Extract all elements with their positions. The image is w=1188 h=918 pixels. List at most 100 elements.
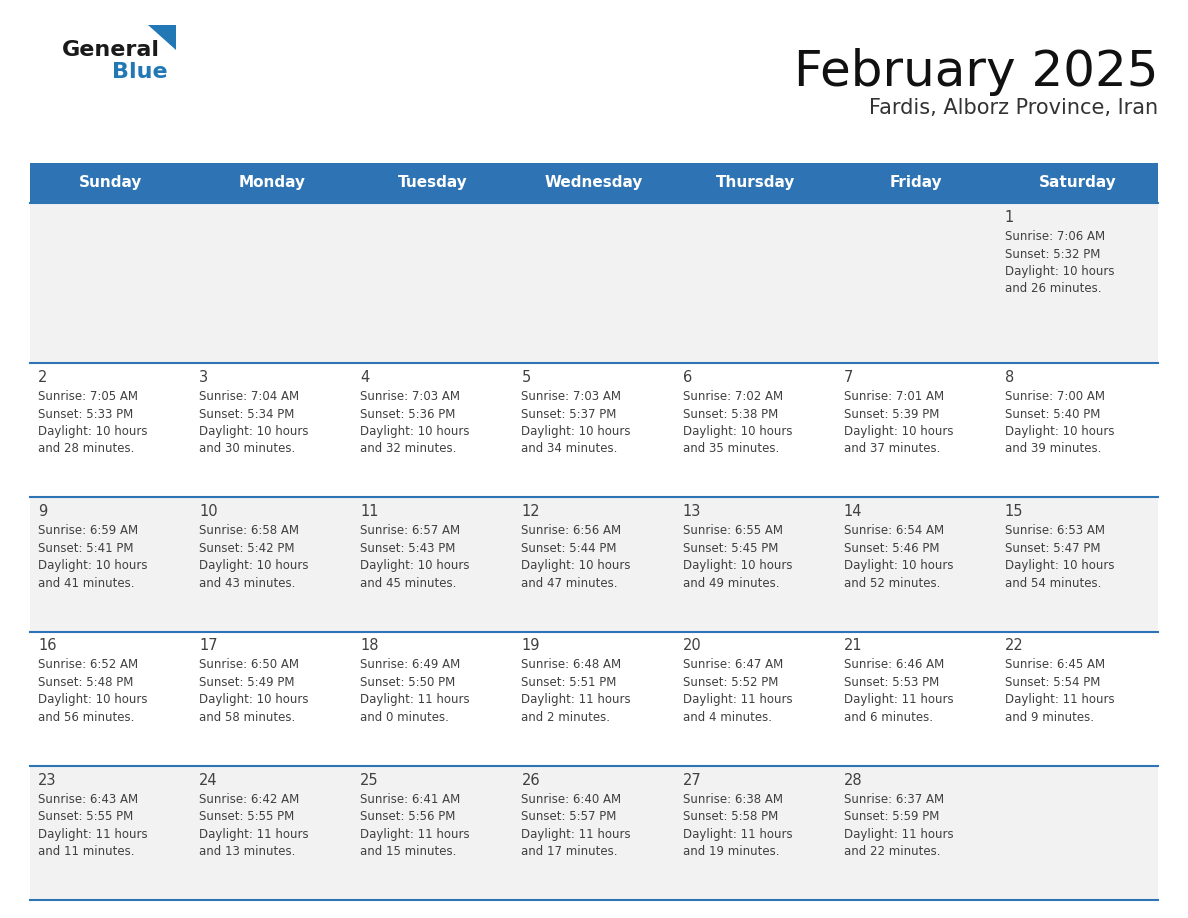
Text: Sunrise: 6:55 AM: Sunrise: 6:55 AM [683, 524, 783, 537]
Text: Sunrise: 6:43 AM: Sunrise: 6:43 AM [38, 793, 138, 806]
Text: Saturday: Saturday [1038, 175, 1117, 191]
Text: Daylight: 10 hours: Daylight: 10 hours [843, 425, 953, 438]
Text: Sunset: 5:57 PM: Sunset: 5:57 PM [522, 811, 617, 823]
Text: Sunrise: 6:52 AM: Sunrise: 6:52 AM [38, 658, 138, 671]
Text: 17: 17 [200, 639, 217, 654]
Text: Daylight: 10 hours: Daylight: 10 hours [1005, 265, 1114, 278]
Text: Daylight: 11 hours: Daylight: 11 hours [38, 828, 147, 841]
Text: Daylight: 10 hours: Daylight: 10 hours [843, 559, 953, 572]
Text: 27: 27 [683, 773, 701, 788]
Text: 6: 6 [683, 370, 691, 385]
Text: Sunset: 5:56 PM: Sunset: 5:56 PM [360, 811, 456, 823]
Text: Sunrise: 7:03 AM: Sunrise: 7:03 AM [522, 390, 621, 403]
Text: Sunset: 5:32 PM: Sunset: 5:32 PM [1005, 248, 1100, 261]
Text: Daylight: 10 hours: Daylight: 10 hours [522, 559, 631, 572]
Text: 22: 22 [1005, 639, 1024, 654]
Text: 11: 11 [360, 504, 379, 520]
Text: Daylight: 10 hours: Daylight: 10 hours [200, 559, 309, 572]
Text: Sunset: 5:58 PM: Sunset: 5:58 PM [683, 811, 778, 823]
Text: Sunrise: 7:04 AM: Sunrise: 7:04 AM [200, 390, 299, 403]
Text: Sunset: 5:38 PM: Sunset: 5:38 PM [683, 408, 778, 420]
Text: 25: 25 [360, 773, 379, 788]
Text: Sunrise: 7:03 AM: Sunrise: 7:03 AM [360, 390, 460, 403]
Text: Daylight: 10 hours: Daylight: 10 hours [1005, 425, 1114, 438]
Text: 19: 19 [522, 639, 539, 654]
Text: 9: 9 [38, 504, 48, 520]
Bar [30, 363, 1158, 498]
Text: Sunset: 5:36 PM: Sunset: 5:36 PM [360, 408, 456, 420]
Bar [30, 632, 1158, 766]
Text: Sunrise: 6:42 AM: Sunrise: 6:42 AM [200, 793, 299, 806]
Text: Daylight: 10 hours: Daylight: 10 hours [683, 425, 792, 438]
Text: Sunrise: 6:45 AM: Sunrise: 6:45 AM [1005, 658, 1105, 671]
Text: 26: 26 [522, 773, 541, 788]
Text: and 54 minutes.: and 54 minutes. [1005, 577, 1101, 589]
Bar [30, 203, 1158, 363]
Text: Sunrise: 6:40 AM: Sunrise: 6:40 AM [522, 793, 621, 806]
Text: 12: 12 [522, 504, 541, 520]
Text: 13: 13 [683, 504, 701, 520]
Text: and 0 minutes.: and 0 minutes. [360, 711, 449, 724]
Text: Sunset: 5:33 PM: Sunset: 5:33 PM [38, 408, 133, 420]
Text: Sunrise: 7:00 AM: Sunrise: 7:00 AM [1005, 390, 1105, 403]
Text: Daylight: 10 hours: Daylight: 10 hours [38, 693, 147, 707]
Text: Daylight: 10 hours: Daylight: 10 hours [200, 425, 309, 438]
Text: Sunrise: 6:58 AM: Sunrise: 6:58 AM [200, 524, 299, 537]
Text: Sunrise: 6:46 AM: Sunrise: 6:46 AM [843, 658, 944, 671]
Text: Wednesday: Wednesday [545, 175, 643, 191]
Text: and 26 minutes.: and 26 minutes. [1005, 283, 1101, 296]
Text: 23: 23 [38, 773, 57, 788]
Text: Sunrise: 7:05 AM: Sunrise: 7:05 AM [38, 390, 138, 403]
Text: and 4 minutes.: and 4 minutes. [683, 711, 771, 724]
Text: Sunrise: 7:06 AM: Sunrise: 7:06 AM [1005, 230, 1105, 243]
Text: Sunset: 5:44 PM: Sunset: 5:44 PM [522, 542, 617, 554]
Text: Daylight: 10 hours: Daylight: 10 hours [360, 425, 469, 438]
Text: and 39 minutes.: and 39 minutes. [1005, 442, 1101, 455]
Text: Daylight: 10 hours: Daylight: 10 hours [360, 559, 469, 572]
Text: and 49 minutes.: and 49 minutes. [683, 577, 779, 589]
Text: Daylight: 10 hours: Daylight: 10 hours [683, 559, 792, 572]
Text: Sunset: 5:54 PM: Sunset: 5:54 PM [1005, 676, 1100, 689]
Text: Sunday: Sunday [78, 175, 143, 191]
Text: Sunrise: 6:47 AM: Sunrise: 6:47 AM [683, 658, 783, 671]
Text: 1: 1 [1005, 210, 1015, 225]
Text: 18: 18 [360, 639, 379, 654]
Text: 3: 3 [200, 370, 208, 385]
Text: Sunset: 5:41 PM: Sunset: 5:41 PM [38, 542, 133, 554]
Bar [30, 163, 1158, 203]
Text: Sunset: 5:42 PM: Sunset: 5:42 PM [200, 542, 295, 554]
Text: and 13 minutes.: and 13 minutes. [200, 845, 296, 858]
Text: Sunrise: 6:59 AM: Sunrise: 6:59 AM [38, 524, 138, 537]
Text: Sunset: 5:52 PM: Sunset: 5:52 PM [683, 676, 778, 689]
Text: and 45 minutes.: and 45 minutes. [360, 577, 456, 589]
Text: Friday: Friday [890, 175, 942, 191]
Text: and 37 minutes.: and 37 minutes. [843, 442, 940, 455]
Text: Sunrise: 6:54 AM: Sunrise: 6:54 AM [843, 524, 943, 537]
Text: Blue: Blue [112, 62, 168, 82]
Text: and 32 minutes.: and 32 minutes. [360, 442, 456, 455]
Text: Thursday: Thursday [715, 175, 795, 191]
Text: 21: 21 [843, 639, 862, 654]
Text: General: General [62, 40, 160, 60]
Text: Daylight: 11 hours: Daylight: 11 hours [200, 828, 309, 841]
Text: and 43 minutes.: and 43 minutes. [200, 577, 296, 589]
Text: 4: 4 [360, 370, 369, 385]
Text: Sunset: 5:49 PM: Sunset: 5:49 PM [200, 676, 295, 689]
Text: 5: 5 [522, 370, 531, 385]
Text: 2: 2 [38, 370, 48, 385]
Text: Sunrise: 6:56 AM: Sunrise: 6:56 AM [522, 524, 621, 537]
Text: and 2 minutes.: and 2 minutes. [522, 711, 611, 724]
Text: and 34 minutes.: and 34 minutes. [522, 442, 618, 455]
Text: Daylight: 11 hours: Daylight: 11 hours [522, 693, 631, 707]
Text: Sunset: 5:53 PM: Sunset: 5:53 PM [843, 676, 939, 689]
Text: Sunset: 5:37 PM: Sunset: 5:37 PM [522, 408, 617, 420]
Text: Sunset: 5:39 PM: Sunset: 5:39 PM [843, 408, 939, 420]
Text: Sunrise: 6:41 AM: Sunrise: 6:41 AM [360, 793, 461, 806]
Text: and 56 minutes.: and 56 minutes. [38, 711, 134, 724]
Text: 16: 16 [38, 639, 57, 654]
Text: and 30 minutes.: and 30 minutes. [200, 442, 296, 455]
Text: Sunset: 5:59 PM: Sunset: 5:59 PM [843, 811, 939, 823]
Bar [30, 766, 1158, 900]
Text: and 22 minutes.: and 22 minutes. [843, 845, 940, 858]
Text: 20: 20 [683, 639, 701, 654]
